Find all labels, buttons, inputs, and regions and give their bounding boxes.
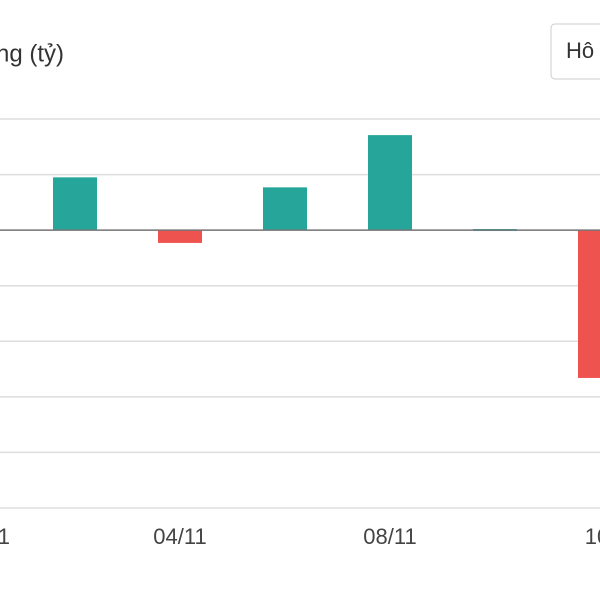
x-tick-label: 08/11 <box>363 524 416 549</box>
bar <box>263 187 307 231</box>
x-tick-label: 04/11 <box>153 524 206 549</box>
x-tick-label: 1 <box>0 524 10 549</box>
x-tick-label: 10/ <box>585 524 600 549</box>
button[interactable] <box>550 23 600 80</box>
chart-title: ng (tỷ) <box>0 40 64 67</box>
bar <box>578 230 600 378</box>
bar <box>158 230 202 243</box>
button-label[interactable]: Hô <box>566 38 594 63</box>
bar <box>368 135 412 231</box>
bar <box>53 177 97 231</box>
